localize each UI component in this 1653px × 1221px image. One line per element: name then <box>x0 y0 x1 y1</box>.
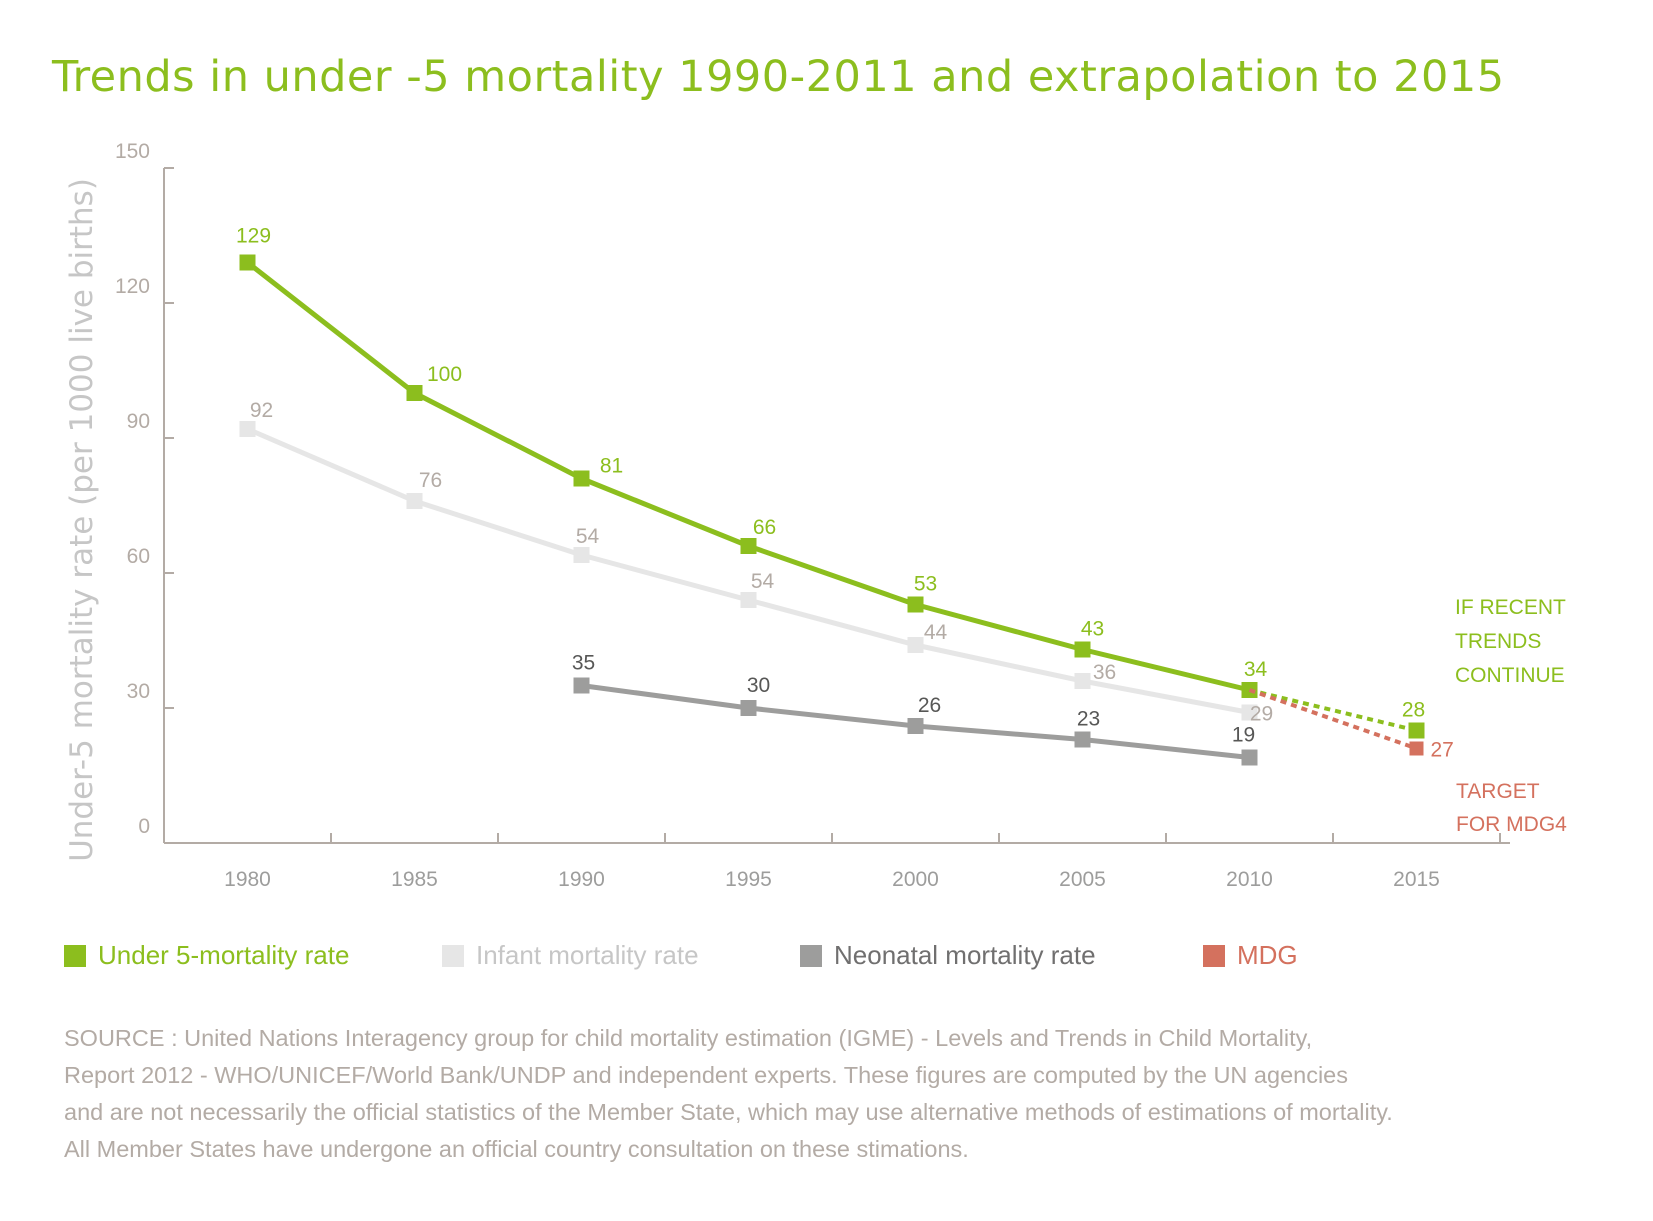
source-line: Report 2012 - WHO/UNICEF/World Bank/UNDP… <box>64 1062 1348 1088</box>
data-label-neonatal: 23 <box>1077 708 1100 731</box>
point-neonatal <box>907 718 924 734</box>
data-label-under5: 129 <box>236 225 271 248</box>
annotation-recent-trends: IF RECENT <box>1455 596 1566 619</box>
data-label-neonatal: 30 <box>747 674 770 697</box>
data-label-neonatal: 19 <box>1232 724 1255 747</box>
data-label-infant: 29 <box>1250 703 1273 726</box>
x-tick-label: 1990 <box>558 868 605 891</box>
source-line: All Member States have undergone an offi… <box>64 1136 969 1162</box>
x-tick-label: 1980 <box>224 868 271 891</box>
point-infant <box>573 547 590 563</box>
annotation-mdg-target: TARGET <box>1456 780 1540 803</box>
data-label-infant: 92 <box>250 399 273 422</box>
y-tick-label: 0 <box>138 815 150 838</box>
x-tick-label: 2010 <box>1226 868 1273 891</box>
annotation-mdg-target: FOR MDG4 <box>1456 813 1567 836</box>
data-label-under5: 34 <box>1244 658 1268 681</box>
point-projection-trend <box>1408 722 1425 739</box>
data-label-under5: 81 <box>600 455 623 478</box>
point-infant <box>740 592 757 608</box>
legend-swatch-neonatal <box>800 944 822 967</box>
x-tick-label: 2005 <box>1059 868 1106 891</box>
annotation-recent-trends: TRENDS <box>1455 630 1541 653</box>
x-tick-label: 2000 <box>892 868 939 891</box>
data-label-projection-target: 27 <box>1431 739 1454 762</box>
legend-label-neonatal: Neonatal mortality rate <box>834 940 1096 970</box>
point-neonatal <box>1074 731 1091 748</box>
legend-item-infant: Infant mortality rate <box>442 940 699 971</box>
data-label-infant: 54 <box>576 525 600 548</box>
legend-label-under5: Under 5-mortality rate <box>98 940 350 970</box>
point-infant <box>406 493 423 509</box>
projection-line-trend <box>1249 688 1417 733</box>
y-tick-label: 60 <box>127 545 150 568</box>
x-tick-label: 2015 <box>1393 868 1440 891</box>
y-tick-label: 120 <box>115 275 150 298</box>
data-label-under5: 43 <box>1081 618 1104 641</box>
legend-swatch-under5 <box>64 944 86 967</box>
source-line: and are not necessarily the official sta… <box>64 1099 1393 1125</box>
source-line: SOURCE : United Nations Interagency grou… <box>64 1025 1313 1051</box>
point-under5 <box>740 538 757 554</box>
data-label-infant: 44 <box>924 621 948 644</box>
point-infant <box>907 637 924 653</box>
legend-item-under5: Under 5-mortality rate <box>64 940 349 971</box>
legend-label-infant: Infant mortality rate <box>476 940 699 970</box>
data-label-infant: 54 <box>751 570 775 593</box>
data-label-under5: 66 <box>753 516 776 539</box>
point-under5 <box>239 254 256 271</box>
projection-line-target <box>1248 688 1418 751</box>
point-infant <box>1241 704 1258 721</box>
chart-legend: Under 5-mortality rate Infant mortality … <box>0 940 1653 980</box>
legend-swatch-infant <box>442 944 464 967</box>
data-label-under5: 100 <box>427 363 462 386</box>
data-label-under5: 53 <box>914 573 937 596</box>
data-label-infant: 36 <box>1093 661 1116 684</box>
y-tick-label: 90 <box>127 410 150 433</box>
point-projection-target <box>1409 741 1424 756</box>
chart-title: Trends in under -5 mortality 1990-2011 a… <box>52 52 1505 102</box>
point-neonatal <box>573 677 590 694</box>
point-neonatal <box>740 700 757 716</box>
legend-item-neonatal: Neonatal mortality rate <box>800 940 1096 971</box>
point-neonatal <box>1241 749 1258 766</box>
y-tick-label: 30 <box>127 680 150 703</box>
legend-label-mdg: MDG <box>1237 940 1298 970</box>
x-tick-label: 1985 <box>391 868 438 891</box>
point-under5 <box>573 470 590 487</box>
line-chart: 0 30 60 90 120 150 1980 1985 1990 1995 2000 2005 201… <box>64 140 1567 891</box>
x-tick-label: 1995 <box>725 868 772 891</box>
data-label-projection-trend: 28 <box>1402 699 1425 722</box>
point-under5 <box>907 596 924 613</box>
data-label-infant: 76 <box>419 469 442 492</box>
data-label-neonatal: 26 <box>918 694 941 717</box>
data-label-neonatal: 35 <box>572 652 595 675</box>
y-tick-label: 150 <box>115 140 150 163</box>
point-infant <box>239 421 256 437</box>
point-infant <box>1074 673 1091 689</box>
legend-item-mdg: MDG <box>1203 940 1298 971</box>
point-under5 <box>406 385 423 401</box>
annotation-recent-trends: CONTINUE <box>1455 664 1565 687</box>
legend-swatch-mdg <box>1203 944 1225 967</box>
point-under5 <box>1074 641 1091 658</box>
source-note: SOURCE : United Nations Interagency grou… <box>64 1020 1624 1168</box>
y-axis-title: Under-5 mortality rate (per 1000 live bi… <box>64 178 100 862</box>
